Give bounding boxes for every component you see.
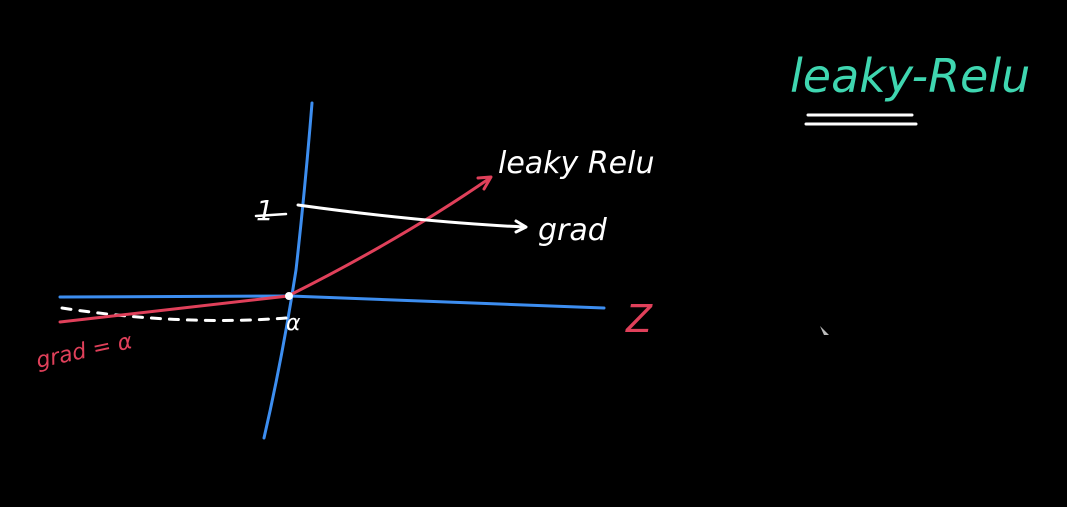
alpha-label: α bbox=[286, 311, 301, 336]
leaky-relu-curve bbox=[58, 176, 492, 324]
negative-grad-label: grad = α bbox=[34, 329, 135, 374]
origin-point bbox=[285, 292, 293, 300]
horizontal-axis bbox=[58, 294, 606, 310]
grad-arrowhead bbox=[514, 219, 528, 234]
z-axis-label: Z bbox=[625, 297, 653, 341]
negative-grad-line bbox=[60, 306, 288, 322]
vertical-axis bbox=[262, 101, 314, 440]
leaky-relu-arrowhead bbox=[476, 175, 493, 191]
pointer-icon bbox=[820, 326, 829, 335]
grad-line bbox=[296, 203, 526, 229]
one-tick bbox=[254, 212, 288, 218]
one-label: 1 bbox=[256, 194, 274, 227]
curve-label: leaky Relu bbox=[498, 146, 655, 181]
title-text: leaky-Relu bbox=[790, 49, 1030, 103]
grad-label: grad bbox=[538, 213, 608, 248]
